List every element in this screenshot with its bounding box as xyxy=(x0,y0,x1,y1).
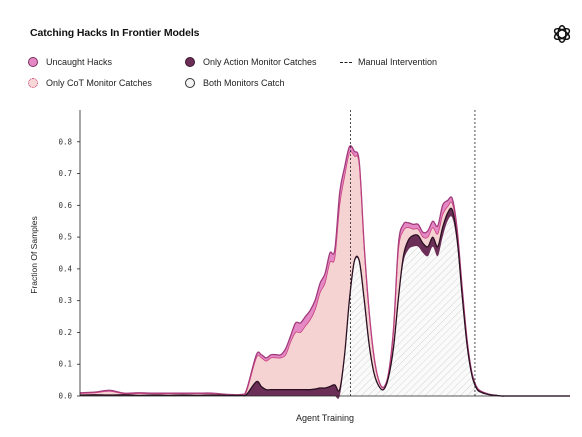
legend-swatch-uncaught xyxy=(28,57,38,67)
y-tick-label: 0.7 xyxy=(58,169,72,178)
legend-action-monitor: Only Action Monitor Catches xyxy=(185,57,317,67)
legend-uncaught-hacks: Uncaught Hacks xyxy=(28,57,112,67)
legend-both-monitors: Both Monitors Catch xyxy=(185,78,285,88)
x-axis-label: Agent Training xyxy=(296,413,354,423)
chart-title: Catching Hacks In Frontier Models xyxy=(30,27,200,39)
legend-swatch-both xyxy=(185,78,195,88)
legend-label-both: Both Monitors Catch xyxy=(203,78,285,88)
y-tick-label: 0.4 xyxy=(58,264,72,273)
y-tick-label: 0.5 xyxy=(58,233,72,242)
area-both-monitors xyxy=(80,216,570,399)
legend-label-uncaught: Uncaught Hacks xyxy=(46,57,113,67)
y-tick-label: 0.3 xyxy=(58,296,72,305)
legend-cot-monitor: Only CoT Monitor Catches xyxy=(28,78,152,88)
chart-legend: Uncaught Hacks Only Action Monitor Catch… xyxy=(28,57,498,97)
y-tick-label: 0.1 xyxy=(58,360,72,369)
legend-label-action: Only Action Monitor Catches xyxy=(203,57,317,67)
legend-label-manual: Manual Intervention xyxy=(358,57,438,67)
y-axis-label: Fraction Of Samples xyxy=(29,216,39,293)
legend-swatch-cot xyxy=(28,78,38,88)
legend-swatch-action xyxy=(185,57,195,67)
y-tick-label: 0.6 xyxy=(58,201,72,210)
legend-manual-intervention: Manual Intervention xyxy=(340,57,437,67)
legend-swatch-manual xyxy=(340,61,352,63)
y-tick-label: 0.8 xyxy=(58,137,72,146)
openai-logo-icon xyxy=(553,25,571,43)
y-tick-label: 0.0 xyxy=(58,392,72,401)
y-tick-label: 0.2 xyxy=(58,328,72,337)
legend-label-cot: Only CoT Monitor Catches xyxy=(46,78,152,88)
